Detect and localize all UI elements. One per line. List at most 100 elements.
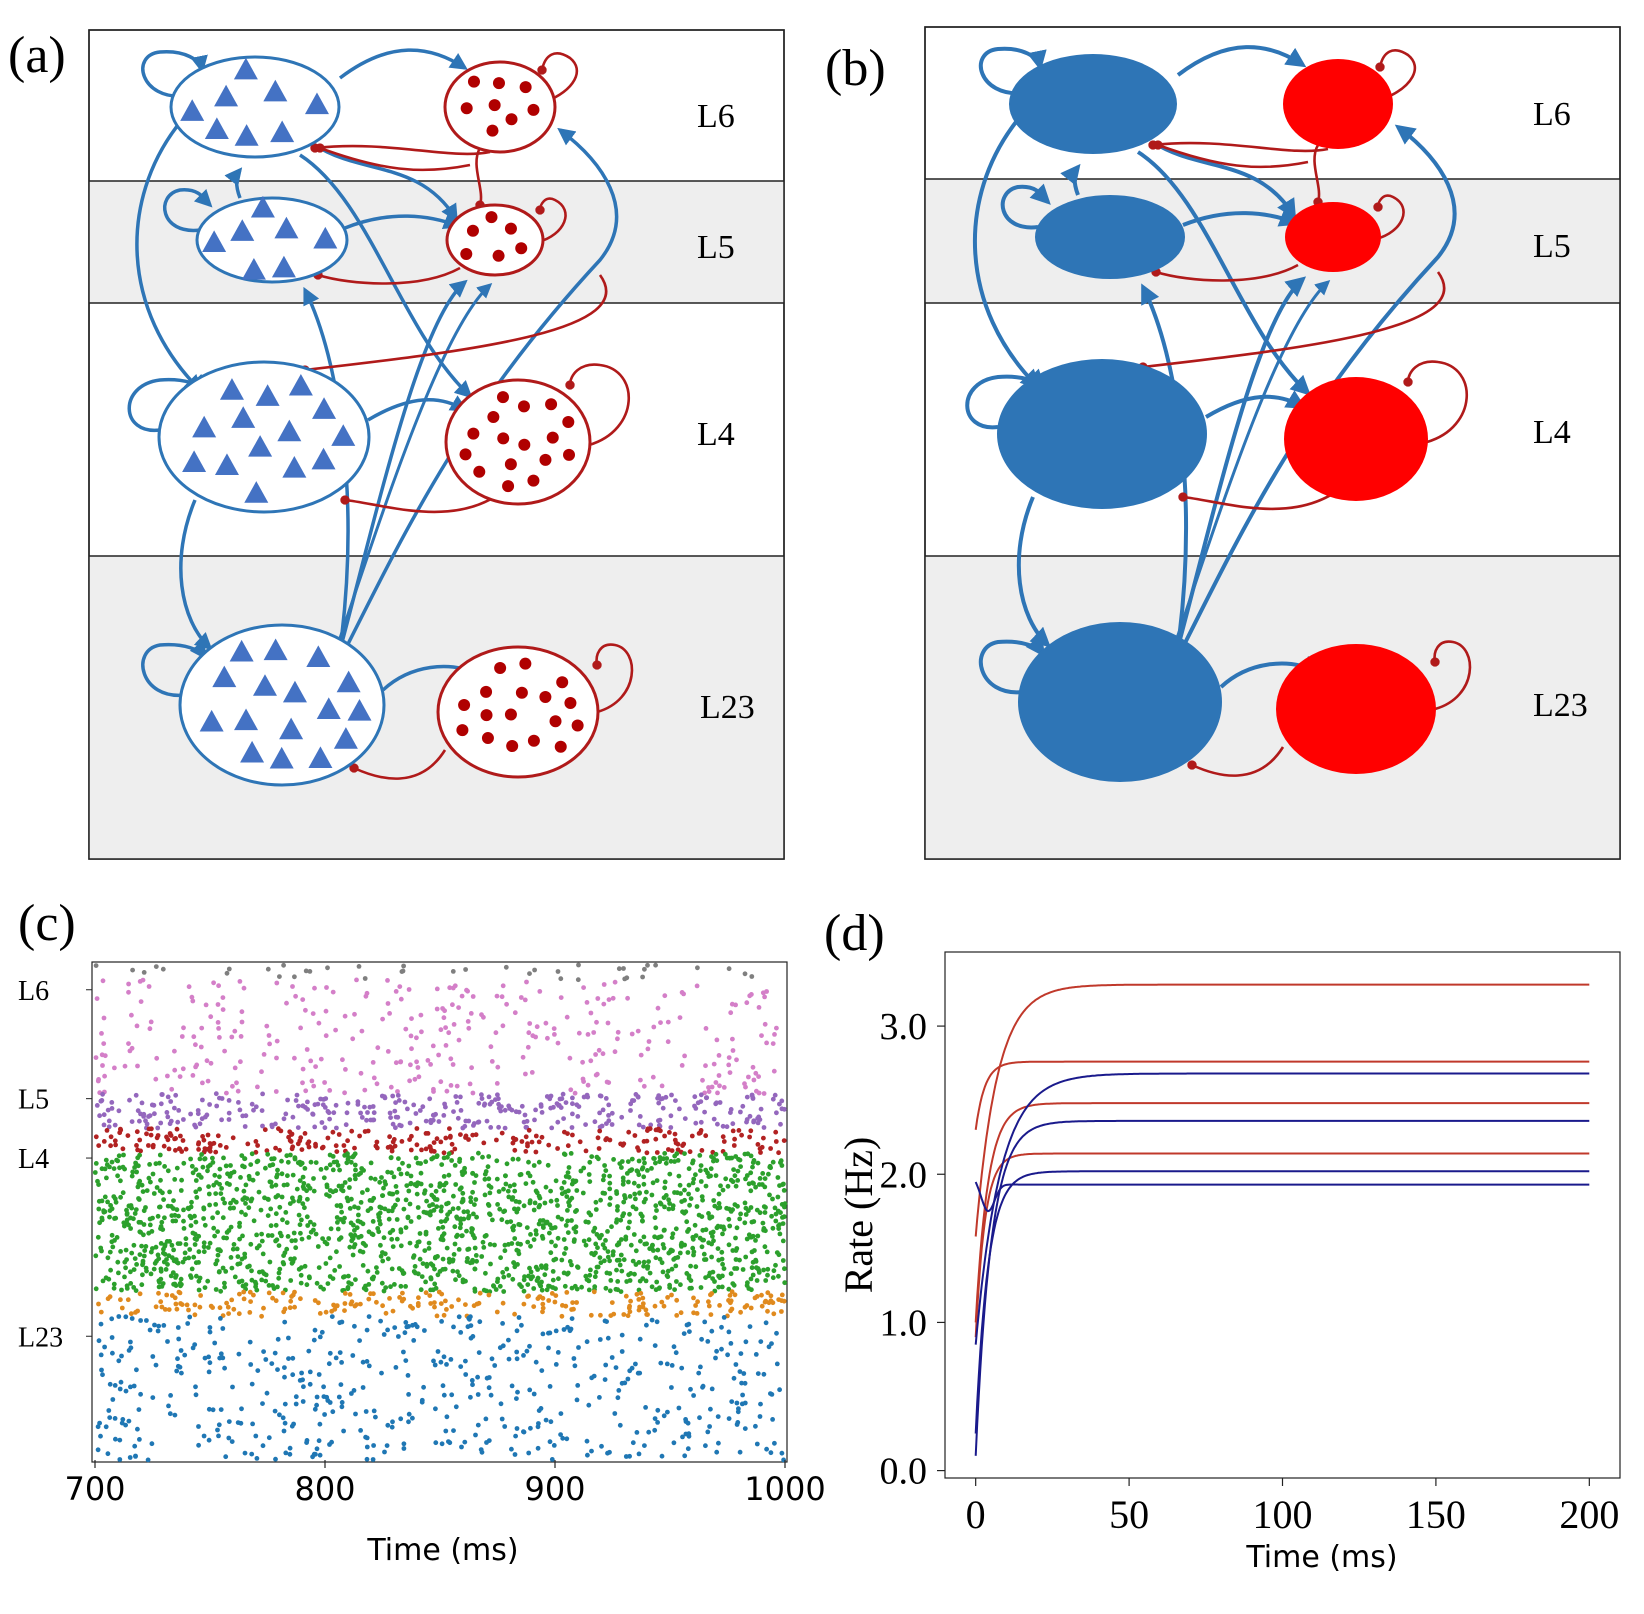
spike-2-18	[570, 1111, 575, 1117]
spike-5-179	[537, 1294, 542, 1300]
spike-4-1154	[684, 1219, 690, 1225]
spike-4-611	[655, 1247, 661, 1253]
spike-1-39	[470, 1090, 476, 1096]
spike-4-142	[626, 1179, 631, 1185]
spike-4-693	[622, 1193, 627, 1198]
spike-4-936	[682, 1197, 687, 1203]
spike-3-216	[720, 1134, 726, 1140]
spike-4-986	[274, 1237, 280, 1243]
spike-4-1686	[460, 1172, 465, 1178]
spike-1-323	[526, 1030, 532, 1036]
spike-1-12	[266, 1033, 272, 1038]
spike-4-871	[237, 1224, 242, 1229]
spike-4-1692	[767, 1164, 773, 1170]
spike-4-991	[247, 1263, 252, 1269]
spike-6-134	[136, 1407, 142, 1412]
spike-3-168	[510, 1135, 516, 1141]
spike-4-289	[231, 1242, 237, 1247]
spike-4-26	[593, 1269, 599, 1275]
spike-3-130	[466, 1137, 471, 1142]
spike-4-445	[115, 1158, 121, 1164]
spike-5-67	[342, 1291, 348, 1296]
spike-4-132	[703, 1183, 709, 1189]
spike-4-1680	[301, 1186, 307, 1191]
spike-4-416	[693, 1233, 699, 1238]
spike-4-1580	[605, 1254, 611, 1260]
spike-4-1158	[573, 1229, 579, 1235]
spike-4-1318	[220, 1196, 226, 1202]
spike-4-939	[561, 1180, 567, 1185]
spike-4-616	[269, 1184, 275, 1189]
spike-6-208	[98, 1352, 104, 1358]
spike-1-267	[232, 1028, 238, 1034]
spike-4-1045	[745, 1151, 751, 1157]
spike-4-801	[699, 1194, 705, 1199]
spike-6-511	[96, 1338, 102, 1344]
spike-2-247	[321, 1097, 326, 1102]
spike-2-77	[173, 1092, 179, 1098]
spike-1-17	[172, 1048, 177, 1054]
spike-2-182	[563, 1100, 569, 1105]
spike-4-436	[127, 1269, 133, 1275]
spike-4-777	[697, 1235, 703, 1241]
spike-2-139	[101, 1122, 107, 1128]
spike-6-420	[726, 1416, 732, 1421]
spike-2-259	[631, 1098, 637, 1103]
spike-3-122	[390, 1139, 396, 1145]
spike-2-274	[597, 1110, 602, 1116]
spike-1-131	[309, 1078, 315, 1084]
spike-3-125	[523, 1134, 529, 1140]
spike-6-471	[619, 1349, 625, 1354]
panel-c-xtick-label-1: 800	[294, 1470, 355, 1508]
spike-4-1484	[662, 1185, 668, 1191]
spike-4-1145	[432, 1281, 438, 1287]
spike-2-293	[779, 1098, 785, 1104]
spike-5-160	[179, 1302, 185, 1307]
spike-4-761	[659, 1260, 665, 1266]
spike-4-305	[111, 1166, 117, 1171]
spike-1-300	[456, 1005, 461, 1010]
spike-4-1068	[465, 1256, 470, 1261]
spike-4-1403	[430, 1202, 435, 1207]
b-e4-e23-excitatory-arrow	[1016, 496, 1051, 648]
spike-4-682	[328, 1226, 334, 1232]
spike-6-114	[137, 1437, 142, 1442]
spike-4-857	[682, 1187, 687, 1193]
spike-4-1407	[260, 1251, 266, 1257]
spike-4-1431	[487, 1190, 493, 1196]
spike-4-344	[315, 1244, 321, 1249]
spike-4-559	[665, 1268, 671, 1274]
spike-1-220	[99, 1052, 105, 1058]
spike-5-77	[640, 1304, 646, 1310]
spike-4-1599	[352, 1151, 358, 1157]
spike-1-315	[222, 1048, 228, 1054]
spike-4-1633	[225, 1171, 230, 1177]
spike-4-671	[218, 1288, 224, 1294]
spike-4-920	[198, 1175, 204, 1180]
spike-6-278	[419, 1397, 425, 1403]
spike-4-1058	[694, 1204, 700, 1209]
spike-2-117	[405, 1106, 410, 1112]
spike-6-80	[107, 1381, 113, 1387]
spike-5-110	[779, 1309, 784, 1314]
spike-4-638	[298, 1230, 303, 1236]
spike-1-207	[703, 1026, 709, 1031]
a-inhibitory-pop-23-neuron-11	[515, 686, 528, 699]
spike-4-472	[242, 1164, 247, 1170]
spike-4-1427	[706, 1273, 712, 1279]
spike-6-215	[275, 1367, 280, 1372]
spike-6-445	[446, 1439, 451, 1444]
spike-1-113	[593, 1052, 598, 1057]
spike-6-285	[696, 1370, 702, 1376]
spike-4-1440	[565, 1218, 570, 1224]
a-inhibitory-pop-23-neuron-5	[519, 657, 532, 670]
spike-4-453	[555, 1235, 561, 1241]
spike-4-1489	[119, 1287, 124, 1293]
spike-6-251	[655, 1420, 660, 1425]
a-excitatory-pop-5-neuron-0	[271, 255, 296, 278]
spike-1-23	[208, 1060, 214, 1066]
spike-6-467	[685, 1420, 691, 1426]
spike-6-476	[567, 1328, 573, 1334]
spike-0-0	[653, 962, 658, 968]
spike-4-174	[669, 1266, 675, 1272]
